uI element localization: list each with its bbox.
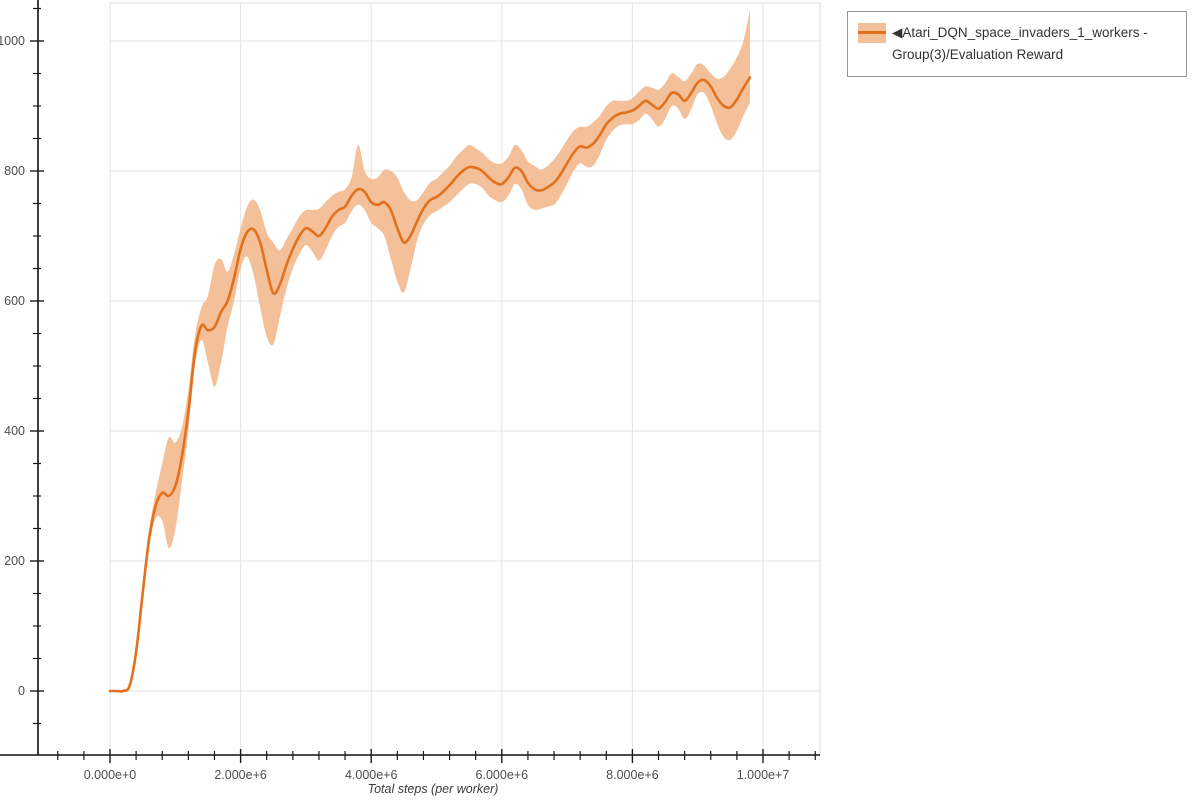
x-tick-label: 0.000e+0 (84, 768, 137, 782)
plot-background (110, 3, 820, 755)
series-line (108, 76, 752, 693)
y-tick-label: 600 (4, 294, 25, 308)
y-tick-label: 0 (18, 684, 25, 698)
x-gridlines (109, 3, 764, 755)
x-tick-label: 4.000e+6 (345, 768, 398, 782)
x-tick-label: 2.000e+6 (214, 768, 267, 782)
x-axis-ticks: 0.000e+0 2.000e+6 4.000e+6 6.000e+6 8.000e+6… (57, 749, 816, 782)
y-tick-label: 800 (4, 164, 25, 178)
x-tick-label: 6.000e+6 (476, 768, 529, 782)
x-tick-label: 8.000e+6 (606, 768, 659, 782)
x-axis-title: Total steps (per worker) (368, 782, 499, 796)
x-tick-label: 1.000e+7 (737, 768, 790, 782)
y-tick-label: 400 (4, 424, 25, 438)
legend-swatch (858, 23, 886, 43)
chart-legend[interactable]: ◀Atari_DQN_space_invaders_1_workers - Gr… (847, 11, 1187, 77)
legend-label[interactable]: ◀Atari_DQN_space_invaders_1_workers - Gr… (892, 25, 1148, 62)
legend-line-swatch (858, 31, 886, 34)
y-axis-ticks: 0 200 400 600 800 1000 (0, 7, 44, 725)
y-tick-label: 200 (4, 554, 25, 568)
y-tick-label: 1000 (0, 34, 25, 48)
